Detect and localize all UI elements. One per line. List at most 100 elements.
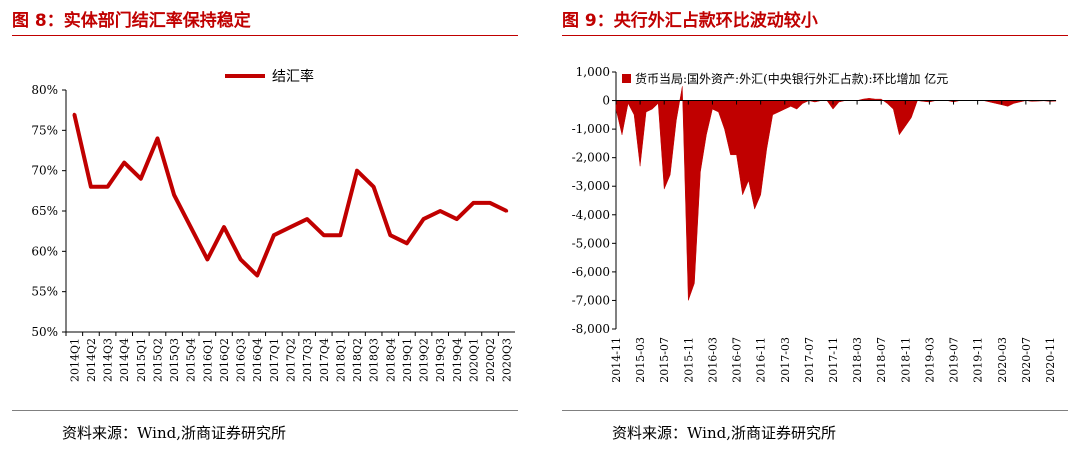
x-tick-label: 2017-03 bbox=[779, 337, 792, 383]
x-tick-label: 2014Q4 bbox=[118, 338, 131, 382]
x-tick-label: 2014Q1 bbox=[68, 338, 81, 382]
x-tick-label: 2015-11 bbox=[682, 337, 695, 383]
data-point bbox=[388, 233, 392, 237]
x-tick-label: 2016-11 bbox=[755, 337, 768, 383]
data-point bbox=[438, 209, 442, 213]
y-tick-label: -7,000 bbox=[572, 293, 610, 307]
x-tick-label: 2019Q4 bbox=[451, 338, 464, 382]
data-point bbox=[289, 225, 292, 229]
data-point bbox=[355, 169, 359, 173]
x-tick-label: 2018Q1 bbox=[334, 338, 347, 382]
data-point bbox=[189, 225, 193, 229]
x-tick-label: 2019-07 bbox=[948, 337, 961, 383]
data-point bbox=[338, 233, 342, 237]
x-tick-label: 2017Q3 bbox=[301, 338, 314, 382]
x-tick-label: 2016-07 bbox=[731, 337, 744, 383]
data-point bbox=[455, 217, 459, 221]
x-tick-label: 2020Q1 bbox=[467, 338, 480, 382]
title-rule bbox=[12, 35, 518, 36]
x-tick-label: 2019-11 bbox=[972, 337, 985, 383]
x-tick-label: 2017Q4 bbox=[318, 338, 331, 382]
x-tick-label: 2015Q1 bbox=[135, 338, 148, 382]
source-rule bbox=[562, 410, 1068, 411]
x-tick-label: 2015-03 bbox=[634, 337, 647, 383]
x-tick-label: 2019Q1 bbox=[401, 338, 414, 382]
source-note: 资料来源：Wind,浙商证券研究所 bbox=[62, 424, 286, 442]
y-tick-label: -5,000 bbox=[572, 236, 610, 250]
data-point bbox=[239, 257, 243, 261]
series-line bbox=[72, 113, 508, 278]
x-tick-label: 2014Q3 bbox=[102, 338, 115, 382]
y-tick-label: -1,000 bbox=[572, 122, 610, 136]
data-point bbox=[205, 257, 209, 261]
x-tick-label: 2017-07 bbox=[803, 337, 816, 383]
data-point bbox=[372, 185, 376, 189]
data-point bbox=[172, 193, 176, 197]
x-tick-label: 2016Q4 bbox=[251, 338, 264, 382]
y-tick-label: 80% bbox=[31, 83, 58, 97]
data-point bbox=[122, 161, 126, 165]
y-tick-label: -2,000 bbox=[572, 151, 610, 165]
y-tick-label: -4,000 bbox=[572, 208, 610, 222]
x-tick-label: 2020-11 bbox=[1044, 337, 1057, 383]
x-tick-label: 2017Q1 bbox=[268, 338, 281, 382]
data-point bbox=[488, 201, 492, 205]
data-point bbox=[255, 274, 259, 278]
y-tick-label: -3,000 bbox=[572, 179, 610, 193]
legend-label: 结汇率 bbox=[272, 68, 314, 85]
data-point bbox=[422, 217, 426, 221]
y-tick-label: 65% bbox=[31, 204, 58, 218]
x-tick-label: 2014-11 bbox=[610, 337, 623, 383]
data-point bbox=[72, 112, 76, 116]
x-tick-label: 2016-03 bbox=[706, 337, 719, 383]
x-tick-label: 2019-03 bbox=[923, 337, 936, 383]
x-tick-label: 2020-03 bbox=[996, 337, 1009, 383]
x-tick-label: 2018-07 bbox=[875, 337, 888, 383]
figure-title: 图 8：实体部门结汇率保持稳定 bbox=[12, 11, 251, 31]
x-tick-label: 2020-07 bbox=[1020, 337, 1033, 383]
source-note: 资料来源：Wind,浙商证券研究所 bbox=[612, 424, 836, 442]
y-tick-label: -6,000 bbox=[572, 265, 610, 279]
area-chart: 1,000 0 -1,000 -2,000 -3,000 -4,000 -5,000 -6,0… bbox=[572, 65, 1057, 383]
y-tick-label: 55% bbox=[31, 285, 58, 299]
x-tick-label: 2016Q1 bbox=[201, 338, 214, 382]
y-tick-label: 1,000 bbox=[576, 65, 610, 79]
source-rule bbox=[12, 410, 518, 411]
y-tick-label: 60% bbox=[31, 244, 58, 258]
x-tick-label: 2015Q4 bbox=[185, 338, 198, 382]
x-tick-label: 2020Q3 bbox=[501, 338, 514, 382]
x-tick-label: 2018Q3 bbox=[368, 338, 381, 382]
series-area bbox=[615, 86, 1057, 301]
y-tick-label: 70% bbox=[31, 164, 58, 178]
data-point bbox=[272, 233, 276, 237]
x-tick-label: 2016Q3 bbox=[235, 338, 248, 382]
legend-swatch bbox=[622, 74, 631, 83]
legend-label: 货币当局:国外资产:外汇(中央银行外汇占款):环比增加 亿元 bbox=[635, 71, 948, 86]
x-tick-label: 2020Q2 bbox=[484, 338, 497, 382]
chart-panel-left: 图 8：实体部门结汇率保持稳定 50% 55% 60% 65% 70% 75% 80% 201… bbox=[0, 0, 530, 450]
x-tick-label: 2015Q2 bbox=[151, 338, 164, 382]
data-point bbox=[222, 225, 226, 229]
data-point bbox=[89, 185, 93, 189]
data-point bbox=[471, 201, 475, 205]
title-rule bbox=[562, 35, 1068, 36]
x-tick-label: 2018Q4 bbox=[384, 338, 397, 382]
x-tick-label: 2019Q2 bbox=[418, 338, 431, 382]
y-tick-label: 0 bbox=[602, 94, 610, 108]
figure-title: 图 9：央行外汇占款环比波动较小 bbox=[562, 11, 818, 31]
y-tick-label: -8,000 bbox=[572, 322, 610, 336]
x-tick-label: 2015Q3 bbox=[168, 338, 181, 382]
x-tick-label: 2018-11 bbox=[899, 337, 912, 383]
data-point bbox=[405, 241, 409, 245]
data-point bbox=[155, 136, 159, 140]
x-tick-label: 2019Q3 bbox=[434, 338, 447, 382]
x-tick-label: 2014Q2 bbox=[85, 338, 98, 382]
data-point bbox=[505, 209, 509, 213]
x-tick-label: 2017-11 bbox=[827, 337, 840, 383]
x-tick-label: 2017Q2 bbox=[285, 338, 298, 382]
line-chart: 50%55%60%65%70%75%80%2014Q1 2014Q2 2014Q3 2… bbox=[31, 68, 515, 382]
data-point bbox=[139, 177, 143, 181]
x-tick-label: 2016Q2 bbox=[218, 338, 231, 382]
y-tick-label: 75% bbox=[31, 123, 58, 137]
x-tick-label: 2015-07 bbox=[658, 337, 671, 383]
